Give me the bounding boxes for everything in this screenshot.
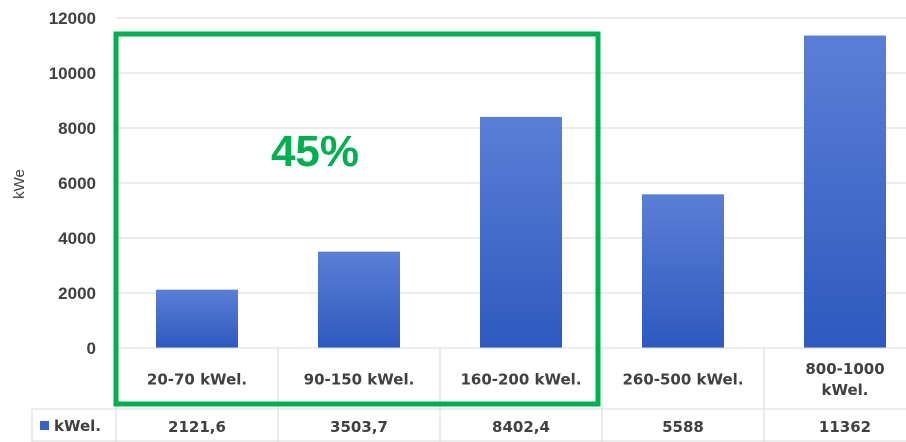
bar <box>804 35 886 349</box>
highlight-annotation: 45% <box>113 31 601 407</box>
legend-key-label: kWel. <box>54 417 101 435</box>
y-axis-ticks: 0 2000 4000 6000 8000 10000 12000 <box>49 9 96 358</box>
highlight-percentage-label: 45% <box>271 127 359 176</box>
y-tick-label: 10000 <box>49 64 96 83</box>
data-value-label: 3503,7 <box>330 418 388 436</box>
y-tick-label: 2000 <box>58 284 96 303</box>
data-value-label: 8402,4 <box>492 418 550 436</box>
bar <box>642 194 724 348</box>
y-tick-label: 6000 <box>58 174 96 193</box>
category-label: 160-200 kWel. <box>460 371 581 389</box>
bar <box>318 251 400 348</box>
y-tick-label: 0 <box>87 339 96 358</box>
category-label: 90-150 kWel. <box>304 371 415 389</box>
bars <box>156 35 886 349</box>
data-value-label: 5588 <box>662 418 704 436</box>
data-value-label: 11362 <box>819 418 871 436</box>
data-table: kWel. 20-70 kWel. 2121,6 90-150 kWel. 3503,7… <box>31 347 906 442</box>
highlight-box <box>113 31 601 407</box>
category-label: kWel. <box>822 381 869 399</box>
y-tick-label: 8000 <box>58 119 96 138</box>
y-tick-label: 4000 <box>58 229 96 248</box>
y-tick-label: 12000 <box>49 9 96 28</box>
bar <box>480 116 562 349</box>
category-label: 800-1000 <box>805 360 884 378</box>
category-label: 260-500 kWel. <box>622 371 743 389</box>
category-label: 20-70 kWel. <box>147 371 247 389</box>
legend-key-swatch <box>40 421 49 430</box>
data-value-label: 2121,6 <box>168 418 226 436</box>
bar <box>156 289 238 348</box>
y-axis-label: kWe <box>11 169 28 199</box>
